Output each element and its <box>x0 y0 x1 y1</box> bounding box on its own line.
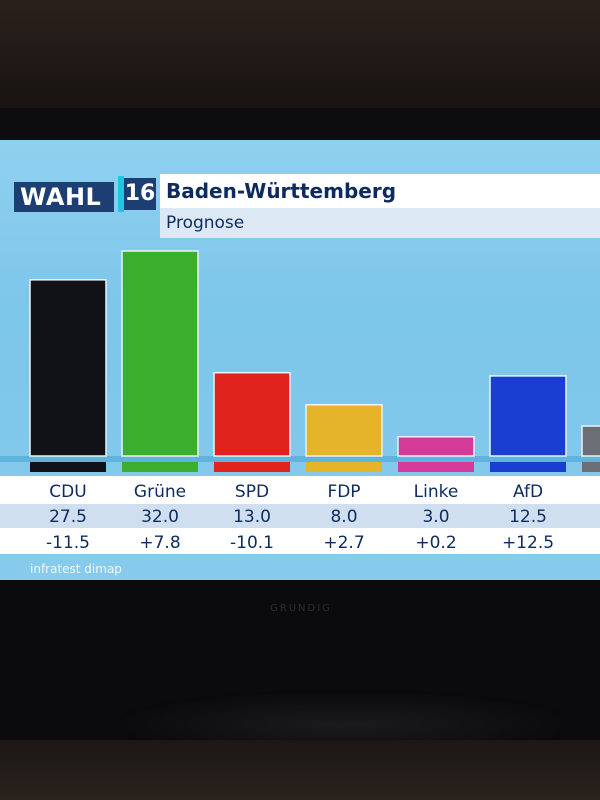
year-box <box>124 178 156 210</box>
bar-foot-2 <box>214 462 290 472</box>
table-row-labels <box>0 476 600 504</box>
bar-foot-3 <box>306 462 382 472</box>
bar-grne <box>121 250 199 457</box>
title-bar <box>160 174 600 208</box>
value-label: 27.5 <box>49 507 87 527</box>
change-label: -11.5 <box>46 533 90 553</box>
bar-linke <box>397 436 475 457</box>
category-label: Linke <box>414 482 459 502</box>
year-label: 16 <box>124 181 156 206</box>
logo-accent-strip <box>118 176 124 212</box>
change-label: +7.8 <box>139 533 180 553</box>
chart-baseline <box>0 456 600 462</box>
value-label: 8.0 <box>330 507 357 527</box>
category-label: AfD <box>513 482 543 502</box>
bar-cdu <box>29 279 107 457</box>
wahl-logo-box <box>14 182 114 212</box>
election-bar-chart: CDU 27.5 -11.5 Grüne 32.0 +7.8 SPD 13.0 -10.1 FDP… <box>0 250 600 554</box>
bar-foot-5 <box>490 462 566 472</box>
change-label: -10.1 <box>230 533 274 553</box>
change-label: +12.5 <box>502 533 554 553</box>
category-label: SPD <box>235 482 269 502</box>
category-label: CDU <box>49 482 86 502</box>
value-label: 3.0 <box>422 507 449 527</box>
value-label: 12.5 <box>509 507 547 527</box>
table-row-changes <box>0 528 600 554</box>
change-label: +0.2 <box>415 533 456 553</box>
table-row-values <box>0 504 600 528</box>
wahl-logo-text: WAHL <box>20 183 102 211</box>
bar-foot-4 <box>398 462 474 472</box>
bar-afd <box>489 375 567 457</box>
bar-spd <box>213 371 291 457</box>
category-label: Grüne <box>134 482 186 502</box>
bar-andere <box>581 425 600 457</box>
page-subtitle: Prognose <box>166 213 245 233</box>
page-title: Baden-Württemberg <box>166 179 397 203</box>
value-label: 32.0 <box>141 507 179 527</box>
tv-brand-logo: GRUNDIG <box>270 603 332 614</box>
tv-bezel <box>0 108 600 144</box>
floor <box>0 740 600 800</box>
bar-fdp <box>305 404 383 457</box>
value-label: 13.0 <box>233 507 271 527</box>
bar-foot-1 <box>122 462 198 472</box>
bar-foot-6 <box>582 462 600 472</box>
subtitle-bar <box>160 208 600 238</box>
source-credit: infratest dimap <box>30 562 122 576</box>
tv-screen: WAHL 16 Baden-Württemberg Prognose CDU 27… <box>0 140 600 580</box>
bar-foot-0 <box>30 462 106 472</box>
change-label: +2.7 <box>323 533 364 553</box>
category-label: FDP <box>327 482 360 502</box>
